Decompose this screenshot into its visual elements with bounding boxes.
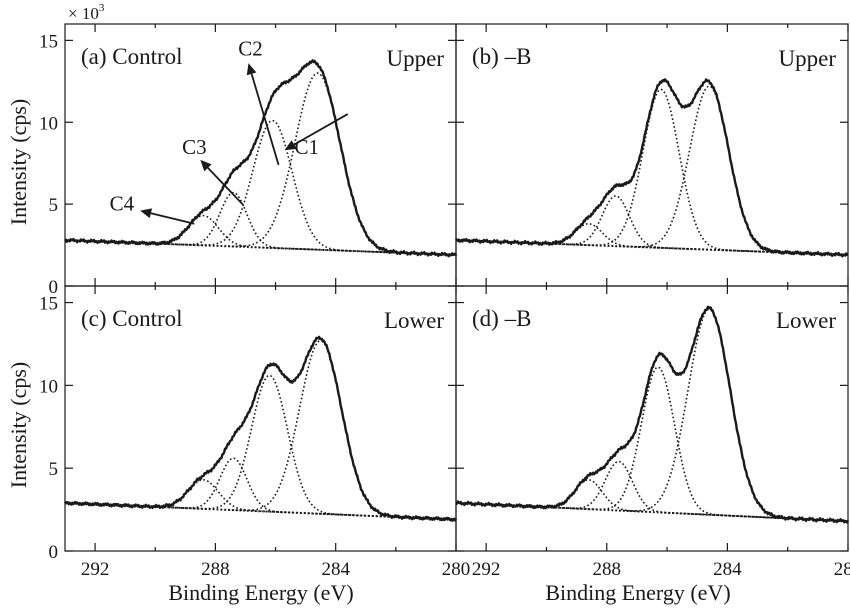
x-axis-label-right: Binding Energy (eV) [545, 580, 730, 605]
total-envelope-curve [63, 335, 458, 522]
component-curve-c3 [456, 195, 848, 256]
y-multiplier: × 103 [68, 2, 105, 23]
component-curve-c4 [65, 214, 456, 256]
panels-layer: 0 5 10 15 (a) Control Upper C1 C2 C3 C4 (b) –B Uppe… [39, 23, 850, 580]
x-tick-label: 292 [81, 559, 110, 580]
panel-b: (b) –B Upper [455, 23, 849, 287]
panel-label: (a) Control [81, 44, 183, 69]
panel-position-label: Lower [776, 308, 836, 333]
annotation-label-c1: C1 [295, 135, 320, 159]
y-tick-label: 5 [49, 459, 59, 480]
component-curve-c3 [456, 460, 849, 522]
component-curve-c1 [456, 85, 848, 256]
panel-label: (b) –B [472, 44, 531, 69]
x-tick-label: 284 [713, 559, 742, 580]
y-tick-label: 10 [39, 113, 58, 134]
y-axis-label-bottom: Intensity (cps) [6, 362, 31, 488]
panel-d: 292 288 284 280 (d) –B Lower [455, 285, 850, 580]
panel-label: (c) Control [81, 306, 183, 331]
annotation-arrow-c4 [150, 212, 195, 225]
panel-position-label: Upper [779, 46, 837, 71]
component-curve-c1 [65, 339, 456, 521]
annotation-arrowhead [140, 208, 153, 219]
x-tick-label: 284 [321, 559, 350, 580]
x-axis-label-left: Binding Energy (eV) [168, 580, 353, 605]
component-curve-c1 [65, 72, 456, 256]
y-tick-label: 0 [49, 542, 59, 563]
component-curve-c4 [65, 478, 456, 521]
component-curve-c2 [456, 366, 849, 522]
x-tick-label: 280 [834, 559, 850, 580]
annotation-arrow-c3 [207, 167, 244, 205]
component-curve-c4 [456, 478, 849, 522]
annotation-arrow-c2 [250, 73, 280, 166]
panel-c: 292 288 284 280 0 5 10 15 (c) Control Lower [39, 285, 471, 580]
y-tick-label: 5 [49, 195, 59, 216]
y-tick-label: 15 [39, 294, 58, 315]
annotation-arrowhead [284, 140, 297, 151]
annotation-label-c3: C3 [182, 135, 207, 159]
annotation-arrowhead [200, 159, 212, 172]
component-curve-c2 [65, 374, 456, 521]
total-envelope-curve [455, 78, 849, 258]
x-tick-label: 288 [201, 559, 230, 580]
annotation-arrow-c1 [293, 113, 349, 146]
y-tick-label: 15 [39, 31, 58, 52]
y-multiplier-exponent: 3 [99, 2, 105, 14]
x-tick-label: 292 [472, 559, 501, 580]
panel-position-label: Lower [384, 308, 444, 333]
y-tick-label: 10 [39, 376, 58, 397]
x-tick-label: 288 [593, 559, 622, 580]
annotation-label-c4: C4 [110, 192, 135, 216]
total-envelope-curve [455, 305, 850, 524]
annotation-arrowhead [246, 63, 257, 76]
annotation-label-c2: C2 [238, 36, 263, 60]
panel-a: 0 5 10 15 (a) Control Upper C1 C2 C3 C4 [39, 23, 458, 298]
plot-frame [455, 285, 849, 552]
component-curve-c3 [65, 457, 456, 521]
component-curve-c2 [456, 88, 848, 256]
panel-position-label: Upper [387, 46, 445, 71]
y-multiplier-base: × 10 [68, 4, 99, 23]
x-tick-label: 280 [442, 559, 471, 580]
panel-label: (d) –B [472, 306, 531, 331]
y-tick-label: 0 [49, 277, 59, 298]
component-curve-c1 [456, 308, 849, 522]
component-curve-c2 [65, 119, 456, 256]
total-envelope-curve [64, 59, 458, 258]
y-axis-label-top: Intensity (cps) [6, 99, 31, 225]
component-curve-c4 [456, 223, 848, 256]
